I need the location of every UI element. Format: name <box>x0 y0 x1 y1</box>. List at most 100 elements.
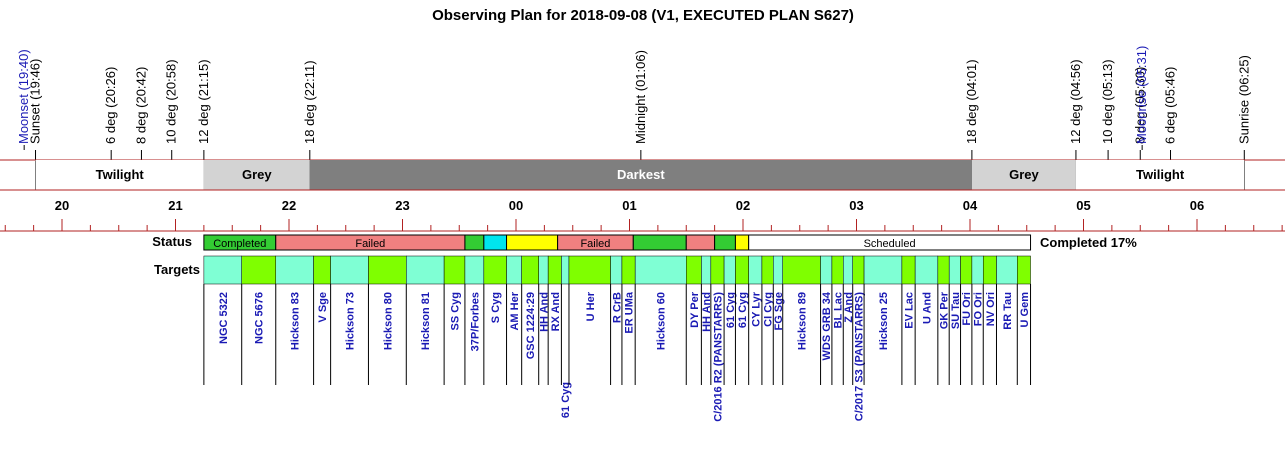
phase-label: Grey <box>1009 167 1039 182</box>
event-label: 12 deg (04:56) <box>1068 59 1083 144</box>
event-label: 10 deg (20:58) <box>164 59 179 144</box>
status-segment <box>714 234 736 251</box>
target-block <box>996 255 1018 285</box>
target-name: RR Tau <box>1002 292 1014 330</box>
target-block <box>538 255 549 285</box>
target-name: AM Her <box>509 291 521 330</box>
target-name: EV Lac <box>904 292 916 329</box>
target-block <box>735 255 749 285</box>
target-block <box>982 255 997 285</box>
target-name: Hickson 25 <box>878 292 890 350</box>
chart-title: Observing Plan for 2018-09-08 (V1, EXECU… <box>432 7 854 24</box>
target-name: U Her <box>585 291 597 321</box>
target-block <box>901 255 916 285</box>
target-name: FG Sge <box>773 292 785 331</box>
target-name: NV Ori <box>985 292 997 326</box>
targets-row-label: Targets <box>154 262 200 277</box>
target-block <box>464 255 485 285</box>
target-name: GK Per <box>939 291 951 329</box>
target-name: HH And <box>538 292 550 332</box>
status-segment-label: Failed <box>355 238 385 250</box>
target-block <box>820 255 833 285</box>
hour-tick-label: 05 <box>1076 198 1090 213</box>
status-segment <box>483 234 508 251</box>
target-block <box>761 255 774 285</box>
target-block <box>561 255 570 285</box>
hour-tick-label: 03 <box>849 198 863 213</box>
target-name: NGC 5322 <box>218 292 230 344</box>
hour-tick-label: 01 <box>622 198 636 213</box>
hour-tick-label: 21 <box>168 198 182 213</box>
target-block <box>723 255 736 285</box>
phase-band <box>309 160 972 190</box>
event-label: 8 deg (20:42) <box>133 67 148 144</box>
hour-tick-label: 20 <box>55 198 69 213</box>
completed-percentage: Completed 17% <box>1040 235 1137 250</box>
target-block <box>831 255 844 285</box>
target-name: U Gem <box>1019 292 1031 328</box>
target-block <box>203 255 242 285</box>
hour-tick-label: 23 <box>395 198 409 213</box>
status-row-label: Status <box>152 234 192 249</box>
event-label: Sunrise (06:25) <box>1236 55 1251 144</box>
target-name: GSC 1224:29 <box>525 292 537 359</box>
event-label: Moonrise (05:31) <box>1134 46 1149 144</box>
target-block <box>971 255 984 285</box>
status-segment <box>506 234 559 251</box>
target-name: S Cyg <box>490 292 502 323</box>
phase-bands: Twilight Grey Darkest Grey Twilight <box>0 159 1285 191</box>
target-name: Hickson 60 <box>656 292 668 350</box>
target-block <box>948 255 961 285</box>
event-label: 8 deg (05:30) <box>1132 67 1147 144</box>
target-block <box>483 255 507 285</box>
target-block <box>914 255 939 285</box>
target-block <box>330 255 369 285</box>
target-name: Hickson 83 <box>290 292 302 350</box>
target-block <box>406 255 445 285</box>
target-block <box>568 255 611 285</box>
target-block <box>782 255 821 285</box>
phase-band <box>1075 160 1245 190</box>
target-block <box>773 255 783 285</box>
target-block <box>843 255 853 285</box>
target-block <box>368 255 407 285</box>
target-block <box>241 255 277 285</box>
target-name: Hickson 73 <box>345 292 357 350</box>
target-name: CI Cyg <box>763 292 775 327</box>
target-block <box>521 255 539 285</box>
target-block <box>1017 255 1031 285</box>
target-block <box>937 255 950 285</box>
target-block <box>960 255 973 285</box>
target-name: ER UMa <box>624 291 636 333</box>
target-block <box>313 255 331 285</box>
status-segment-label: Failed <box>580 238 610 250</box>
target-name: FU Ori <box>961 292 973 326</box>
event-label: 6 deg (20:26) <box>103 67 118 144</box>
target-block <box>443 255 466 285</box>
status-segment <box>632 234 687 251</box>
target-name: Z And <box>843 292 855 323</box>
event-markers: Moonset (19:40)Sunset (19:46) 6 deg (20:2… <box>16 46 1251 190</box>
target-name: SU Tau <box>950 292 962 329</box>
hour-tick-label: 04 <box>963 198 978 213</box>
event-label: 10 deg (05:13) <box>1100 59 1115 144</box>
target-block <box>701 255 712 285</box>
phase-label: Grey <box>242 167 272 182</box>
event-label: 6 deg (05:46) <box>1163 67 1178 144</box>
target-block <box>621 255 636 285</box>
target-name: BL Lac <box>833 292 845 328</box>
target-block <box>686 255 702 285</box>
target-name: R CrB <box>611 292 623 323</box>
target-name: 61 Cyg <box>737 292 749 328</box>
status-segment <box>685 234 716 251</box>
phase-band <box>35 160 204 190</box>
target-name: 61 Cyg <box>560 382 572 418</box>
target-name: 61 Cyg <box>725 292 737 328</box>
hour-tick-label: 00 <box>509 198 523 213</box>
target-name: FO Ori <box>973 292 985 326</box>
target-name: CY Lyr <box>750 291 762 327</box>
target-block <box>748 255 763 285</box>
target-block <box>863 255 903 285</box>
